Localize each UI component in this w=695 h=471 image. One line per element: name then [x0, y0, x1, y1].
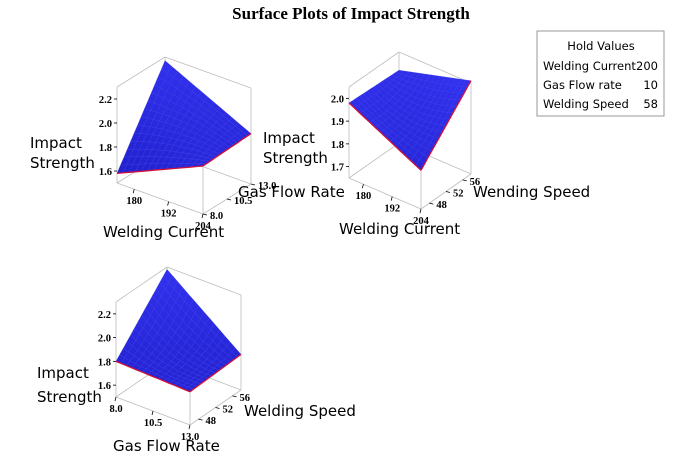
surface-plot-3: 8.0 10.5 13.0 48 52 56 1.6 1.8 2.0 2.2 Impact Str… — [37, 266, 356, 455]
plot3-z-tick-label: 1.8 — [98, 357, 111, 368]
hold-values-legend: Hold Values Welding Current 200 Gas Flow… — [536, 30, 665, 117]
plot3-frame-edge — [115, 266, 168, 303]
plot1-z-tick-label: 1.8 — [99, 143, 112, 154]
plot3-zlabel-line2: Strength — [37, 388, 102, 406]
plot3-xlabel: Gas Flow Rate — [113, 437, 220, 455]
plot3-x-tickmark — [114, 396, 117, 402]
plot3-y-tick-label: 52 — [223, 405, 234, 416]
plot2-x-tickmark — [419, 208, 422, 214]
plot2-z-tick-label: 1.8 — [331, 140, 344, 151]
plot1-xlabel: Welding Current — [103, 223, 224, 241]
plot3-surface-edge-right — [189, 353, 242, 393]
plot1-y-tick-label: 8.0 — [210, 211, 223, 222]
plot3-frame-edge — [166, 266, 242, 296]
plot2-ylabel: Wending Speed — [473, 183, 590, 201]
plot3-y-tickmark — [232, 395, 237, 398]
plot2-frame-edge — [348, 177, 422, 210]
plot3-y-tickmark — [215, 407, 220, 409]
plot2-x-tick-label: 180 — [356, 191, 372, 202]
legend-label-welding-speed: Welding Speed — [543, 97, 629, 111]
plot1-surface-edge-right — [202, 133, 252, 167]
plot2-surface-edge-front — [348, 102, 422, 171]
plot2-xlabel: Welding Current — [339, 220, 460, 238]
plot1-x-tick-label: 204 — [195, 221, 212, 232]
plot3-zlabel-line1: Impact — [37, 364, 89, 382]
plot1-z-tick-label: 2.0 — [99, 119, 112, 130]
plot2-frame-edge — [398, 51, 472, 84]
plot2-y-tick-label: 56 — [470, 177, 481, 188]
legend-label-welding-current: Welding Current — [543, 59, 636, 73]
plot2-y-tickmark — [429, 202, 434, 205]
surface-plot-2: 180 192 204 48 52 56 1.7 1.8 1.9 2.0 Impact Stren… — [263, 51, 590, 238]
plot2-frame-edge — [348, 142, 400, 179]
legend-frame — [536, 30, 665, 117]
plot2-x-tickmark — [390, 196, 393, 201]
plot2-y-tickmark — [445, 191, 451, 193]
plot3-x-tick-label: 8.0 — [109, 404, 122, 415]
legend-label-gas-flow-rate: Gas Flow rate — [543, 78, 622, 92]
plot2-y-tick-label: 48 — [436, 200, 447, 211]
plot3-x-tick-label: 13.0 — [181, 432, 199, 443]
plot3-z-tick-label: 1.6 — [98, 381, 111, 392]
legend-value-welding-current: 200 — [636, 59, 658, 73]
plot1-x-tick-label: 192 — [161, 209, 177, 220]
plot2-x-tick-label: 192 — [384, 204, 400, 215]
plot1-y-tickmark — [250, 183, 256, 186]
plot1-frame-edge — [116, 182, 204, 215]
plot1-x-tickmark — [201, 213, 204, 219]
plot3-x-tick-label: 10.5 — [144, 418, 162, 429]
figure-title: Surface Plots of Impact Strength — [232, 4, 470, 23]
plot3-ylabel: Welding Speed — [244, 402, 356, 420]
plot3-z-tick-label: 2.2 — [98, 310, 111, 321]
plot2-frame-edge — [348, 51, 400, 88]
plot2-z-tick-label: 2.0 — [331, 94, 344, 105]
plot2-surface-edge-right — [420, 80, 472, 171]
plot3-surface-edge-front — [115, 360, 191, 393]
plot1-z-tick-label: 1.6 — [99, 167, 112, 178]
plot2-y-tick-label: 52 — [453, 189, 464, 200]
legend-title: Hold Values — [567, 39, 634, 53]
legend-value-welding-speed: 58 — [643, 97, 658, 111]
plot3-y-tickmark — [198, 418, 203, 421]
plot1-y-tick-label: 10.5 — [234, 196, 252, 207]
plot1-frame-edge — [116, 56, 166, 88]
plot1-y-tickmark — [226, 198, 232, 201]
plot1-y-tick-label: 13.0 — [258, 181, 276, 192]
plot2-x-tick-label: 204 — [413, 216, 430, 227]
plot1-x-tick-label: 180 — [126, 196, 142, 207]
plot2-y-tickmark — [462, 179, 467, 182]
plot2-z-tick-label: 1.7 — [331, 163, 344, 174]
plot3-x-tickmark — [188, 424, 191, 430]
plot1-x-tickmark — [167, 201, 169, 206]
plot1-y-tickmark — [202, 213, 208, 216]
plot3-y-tick-label: 56 — [240, 393, 251, 404]
plot2-z-tick-label: 1.9 — [331, 117, 344, 128]
plot3-z-tick-label: 2.0 — [98, 334, 111, 345]
plot3-x-tickmark — [151, 410, 154, 416]
plot1-x-tickmark — [132, 189, 135, 194]
plot1-z-tick-label: 2.2 — [99, 95, 112, 106]
plot2-zlabel-line2: Strength — [263, 149, 328, 167]
plot1-zlabel-line2: Strength — [30, 154, 95, 172]
plot1-frame-edge — [164, 56, 252, 89]
plot2-x-tickmark — [362, 184, 364, 189]
legend-value-gas-flow-rate: 10 — [643, 78, 658, 92]
plot1-ylabel: Gas Flow Rate — [238, 183, 345, 201]
plot3-y-tick-label: 48 — [206, 416, 217, 427]
plot1-surface-edge-front — [116, 165, 204, 175]
plot2-zlabel-line1: Impact — [263, 129, 315, 147]
plot1-zlabel-line1: Impact — [30, 134, 82, 152]
